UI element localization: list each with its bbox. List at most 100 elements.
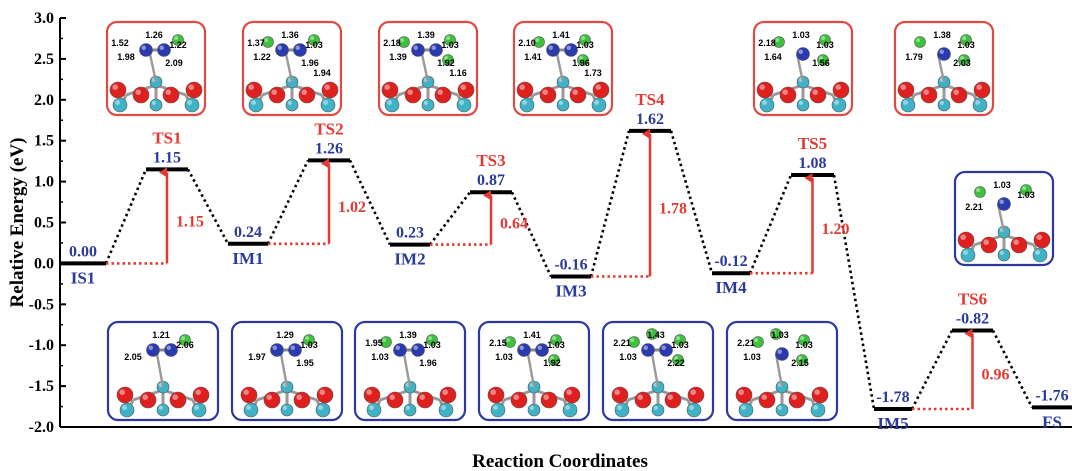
structure-inset-im5: 1.03 1.03 1.03 2.15 2.21 xyxy=(725,320,839,422)
metal-atom xyxy=(738,402,754,418)
bond-length-label: 1.96 xyxy=(419,358,437,368)
bond-length-label: 1.29 xyxy=(276,330,294,340)
metal-atom xyxy=(421,98,435,112)
nitrogen-atom xyxy=(270,343,284,357)
oxygen-atom xyxy=(510,391,528,409)
adsorbate-bond xyxy=(420,53,430,83)
hydrogen-atom-highlight xyxy=(775,38,779,42)
oxygen-atom-highlight xyxy=(782,89,788,95)
y-tick-label: -1.5 xyxy=(29,378,54,395)
hydrogen-atom-highlight xyxy=(754,338,758,343)
hydrogen-atom-highlight xyxy=(800,336,804,341)
structure-inset-im1: 1.29 1.03 1.97 1.95 xyxy=(230,320,344,422)
bond-length-label: 1.98 xyxy=(117,52,135,62)
oxygen-atom xyxy=(516,81,534,99)
bond-length-label: 1.03 xyxy=(743,352,761,362)
oxygen-atom-highlight xyxy=(976,84,982,90)
oxygen-atom-highlight xyxy=(960,234,966,240)
hydrogen-atom-highlight xyxy=(962,36,966,40)
metal-atom xyxy=(456,97,472,113)
bond-length-label: 1.22 xyxy=(169,40,187,50)
hydrogen-atom xyxy=(974,186,986,198)
oxygen-atom-highlight xyxy=(812,89,818,95)
oxygen-atom-highlight xyxy=(142,394,148,401)
metal-atom-highlight xyxy=(939,100,945,105)
level-value-im2: 0.23 xyxy=(396,225,424,242)
oxygen-atom xyxy=(109,81,127,99)
nitrogen-atom-highlight xyxy=(519,345,524,350)
oxygen-atom xyxy=(245,81,263,99)
oxygen-atom-highlight xyxy=(738,389,744,396)
oxygen-atom-highlight xyxy=(419,394,426,401)
hydrogen-atom-highlight xyxy=(674,356,678,361)
bond-length-label: 1.03 xyxy=(441,40,459,50)
hydrogen-atom xyxy=(674,334,686,346)
bond-length-label: 1.03 xyxy=(957,40,975,50)
nitrogen-atom xyxy=(411,43,425,57)
level-name-ts6: TS6 xyxy=(958,289,987,308)
oxygen-atom-highlight xyxy=(301,89,308,95)
hydrogen-atom xyxy=(179,334,191,346)
hydrogen-atom-highlight xyxy=(976,188,980,192)
adsorbate-bond xyxy=(155,353,165,388)
hydrogen-atom xyxy=(960,34,972,46)
level-connector xyxy=(589,130,631,277)
energy-levels xyxy=(60,128,1072,412)
nitrogen-atom xyxy=(775,347,789,361)
metal-atom xyxy=(810,402,826,418)
hydrogen-atom-highlight xyxy=(264,38,269,42)
nitrogen-atom-highlight xyxy=(148,345,154,350)
level-value-is1: 0.00 xyxy=(69,243,97,260)
metal-atom-highlight xyxy=(115,100,121,106)
metal-atom xyxy=(112,97,128,113)
metal-atom xyxy=(527,403,541,417)
oxygen-atom-highlight xyxy=(389,394,396,401)
structure-inset-im3: 1.41 1.03 1.03 1.92 2.15 xyxy=(477,320,591,422)
bond-length-label: 2.05 xyxy=(124,352,142,362)
bond-length-label: 1.03 xyxy=(619,352,637,362)
hydrogen-atom-highlight xyxy=(798,356,802,361)
metal-atom-highlight xyxy=(151,100,156,105)
metal-atom-highlight xyxy=(122,405,128,410)
bond-length-label: 1.41 xyxy=(524,52,542,62)
hydrogen-atom-highlight xyxy=(821,36,825,40)
metal-atom-highlight xyxy=(493,405,498,410)
nitrogen-atom-highlight xyxy=(395,345,400,350)
level-connector xyxy=(669,130,714,274)
hydrogen-atom xyxy=(303,334,315,346)
hydrogen-atom-highlight xyxy=(676,336,680,341)
oxygen-atom-highlight xyxy=(566,389,572,396)
metal-atom xyxy=(831,97,847,113)
nitrogen-atom-highlight xyxy=(537,345,542,350)
metal-atom-highlight xyxy=(777,405,783,410)
barrier-value-label: 0.64 xyxy=(500,215,528,232)
hydrogen-atom xyxy=(550,334,562,346)
oxygen-atom xyxy=(185,81,203,99)
bond-length-label: 1.03 xyxy=(305,40,323,50)
metal-atom xyxy=(149,98,163,112)
level-name-ts4: TS4 xyxy=(635,90,665,109)
hydrogen-atom xyxy=(796,354,808,366)
oxygen-atom xyxy=(404,86,422,104)
metal-atom-highlight xyxy=(187,100,192,106)
hydrogen-atom-highlight xyxy=(550,356,554,361)
level-name-ts3: TS3 xyxy=(476,151,505,170)
metal-atom-highlight xyxy=(653,405,659,410)
oxygen-atom-highlight xyxy=(271,89,278,95)
nitrogen-atom xyxy=(157,43,171,57)
hydrogen-atom xyxy=(398,36,410,48)
metal-atom-highlight xyxy=(741,405,746,410)
level-connector xyxy=(910,329,954,410)
level-value-ts4: 1.62 xyxy=(636,111,664,128)
structure-inset-ts6: 1.03 1.03 2.21 xyxy=(953,170,1055,267)
nitrogen-atom xyxy=(641,343,655,357)
metal-atom-highlight xyxy=(251,100,256,106)
x-axis-title: Reaction Coordinates xyxy=(472,451,648,471)
hydrogen-atom-highlight xyxy=(552,336,556,341)
bond-length-label: 1.03 xyxy=(423,340,441,350)
y-tick-label: 1.5 xyxy=(34,133,54,150)
oxygen-atom-highlight xyxy=(759,84,765,90)
oxygen-atom-highlight xyxy=(319,389,326,396)
metal-atom-highlight xyxy=(798,100,804,105)
